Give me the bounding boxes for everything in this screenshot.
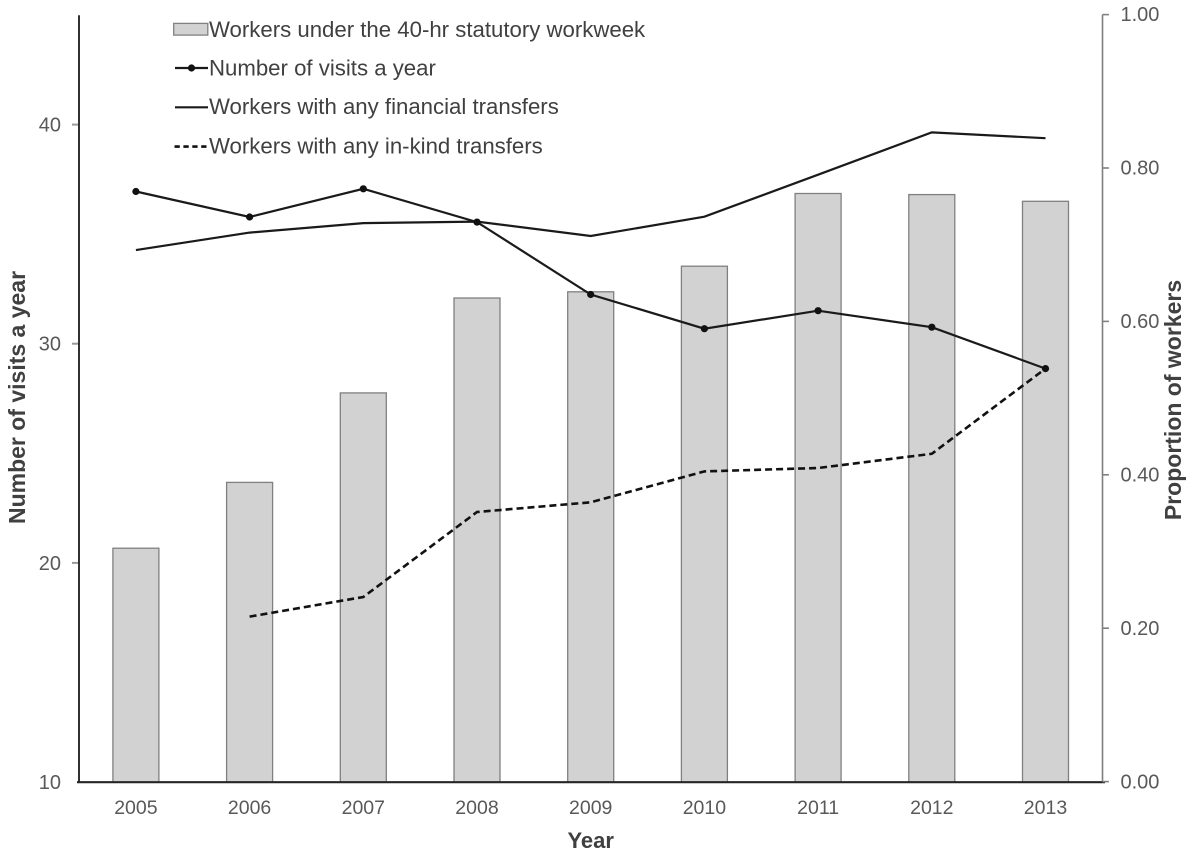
svg-text:2008: 2008 <box>455 797 498 819</box>
svg-text:Number of visits a year: Number of visits a year <box>4 271 30 524</box>
svg-text:20: 20 <box>39 553 61 575</box>
svg-text:30: 30 <box>39 334 61 356</box>
svg-text:2005: 2005 <box>114 797 158 819</box>
svg-text:2007: 2007 <box>342 797 385 819</box>
svg-text:Workers with any in-kind trans: Workers with any in-kind transfers <box>209 134 543 159</box>
svg-text:1.00: 1.00 <box>1121 4 1160 26</box>
svg-text:Workers under the 40-hr statut: Workers under the 40-hr statutory workwe… <box>209 17 646 42</box>
svg-text:40: 40 <box>39 115 61 137</box>
svg-text:2009: 2009 <box>569 797 612 819</box>
svg-text:10: 10 <box>39 772 61 794</box>
svg-text:0.20: 0.20 <box>1121 618 1160 640</box>
svg-text:0.00: 0.00 <box>1121 772 1160 794</box>
svg-text:2006: 2006 <box>228 797 271 819</box>
svg-text:0.40: 0.40 <box>1121 465 1160 487</box>
svg-text:Proportion of workers: Proportion of workers <box>1160 280 1186 520</box>
svg-text:2013: 2013 <box>1024 797 1067 819</box>
svg-text:0.80: 0.80 <box>1121 157 1160 179</box>
svg-text:2010: 2010 <box>683 797 727 819</box>
svg-text:2011: 2011 <box>797 797 839 819</box>
svg-text:Year: Year <box>567 828 614 853</box>
svg-text:Number of visits a year: Number of visits a year <box>209 55 436 80</box>
svg-text:0.60: 0.60 <box>1121 311 1160 333</box>
svg-text:Workers with any financial tra: Workers with any financial transfers <box>209 94 559 119</box>
svg-text:2012: 2012 <box>910 797 953 819</box>
